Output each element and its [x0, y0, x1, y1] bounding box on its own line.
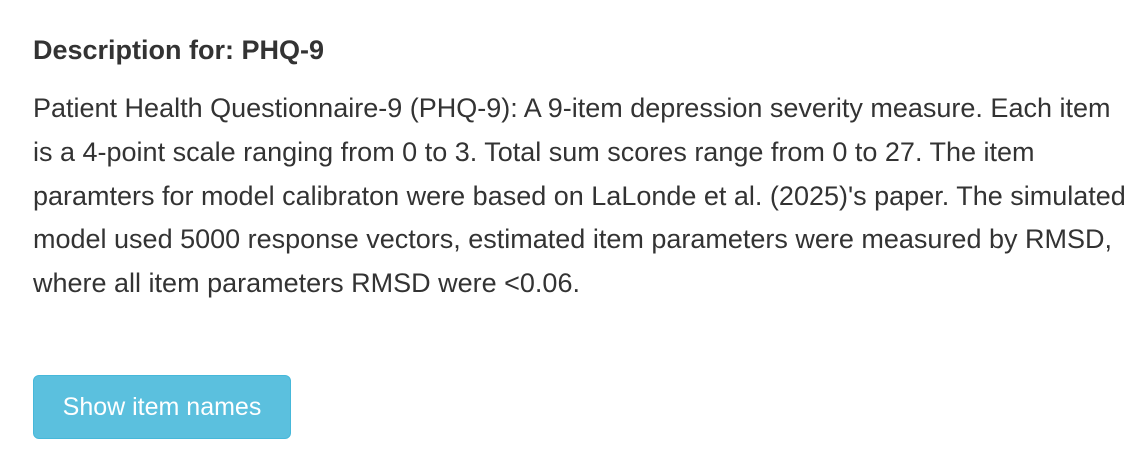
- show-item-names-button[interactable]: Show item names: [33, 375, 291, 439]
- description-text: Patient Health Questionnaire-9 (PHQ-9): …: [33, 93, 1126, 299]
- description-heading: Description for: PHQ-9: [33, 35, 325, 65]
